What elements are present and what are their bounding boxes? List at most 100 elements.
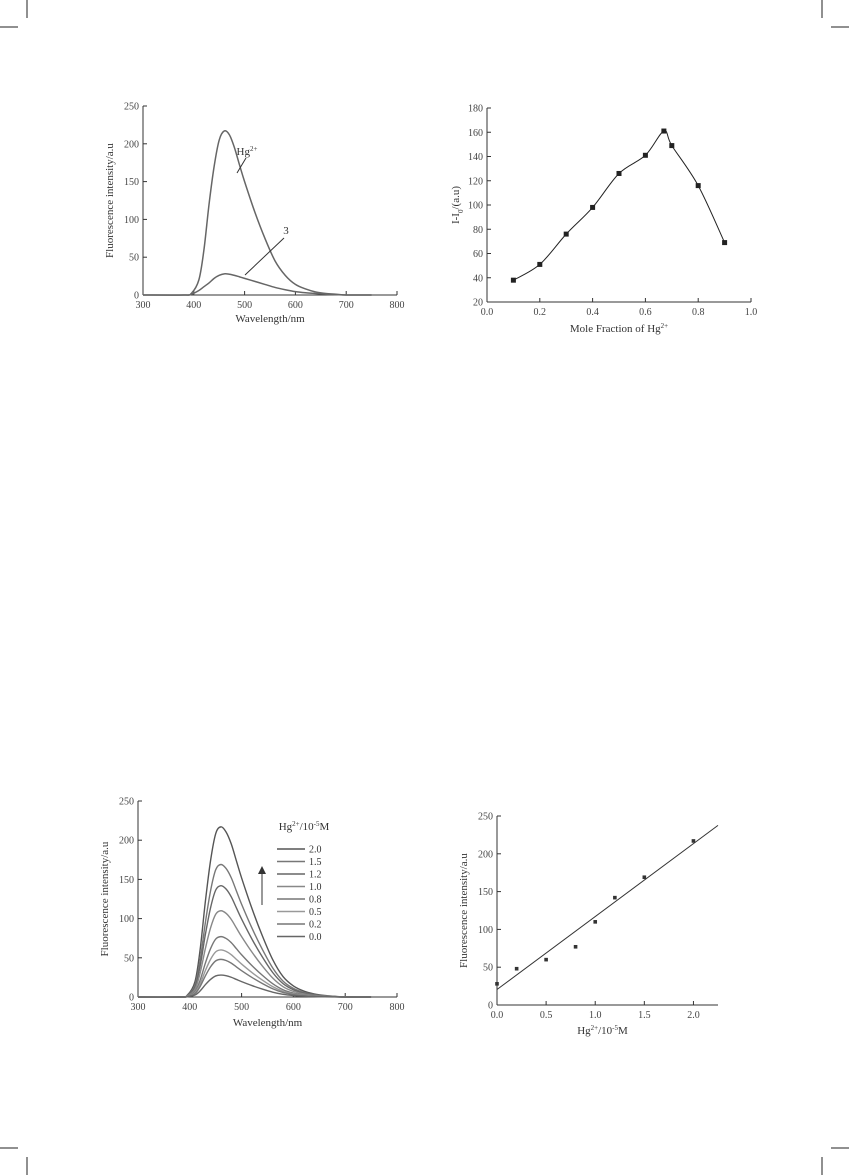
x-axis-label-part: Wavelength/nm <box>233 1017 303 1029</box>
data-point <box>495 982 499 986</box>
y-axis-label-part: Fluorescence intensity/a.u <box>458 853 470 968</box>
data-point <box>514 966 519 971</box>
x-tick-label: 800 <box>390 300 405 311</box>
annotation-label-part: Hg <box>237 146 251 158</box>
x-axis-label-part: /10 <box>598 1025 613 1037</box>
series-line <box>137 826 372 998</box>
x-axis-label: Hg2+/10-5M <box>577 1024 628 1037</box>
y-tick-label: 120 <box>468 176 483 187</box>
x-tick-label: 600 <box>286 1002 301 1013</box>
x-tick-label: 600 <box>288 300 303 311</box>
y-tick-label: 200 <box>478 849 493 860</box>
y-tick-label: 0 <box>134 291 139 302</box>
x-axis-label-part: 2+ <box>591 1024 599 1032</box>
annotation-label-part: 3 <box>283 225 289 237</box>
fit-curve <box>513 130 726 281</box>
y-axis-label: Fluorescence intensity/a.u <box>104 143 116 258</box>
x-axis-label-part: Wavelength/nm <box>235 313 305 325</box>
y-axis-label-part: I-I <box>450 213 462 224</box>
y-tick-label: 100 <box>124 215 139 226</box>
x-tick-label: 0.0 <box>491 1010 504 1021</box>
chart-titration-spectra: 300 400 500 600 700 800 0 50 100 150 200 250 Wavelen… <box>99 797 405 1030</box>
y-axis-label: Fluorescence intensity/a.u <box>99 841 111 956</box>
legend-title-part: M <box>320 821 330 833</box>
x-axis-label-part: 2+ <box>661 322 669 330</box>
data-point <box>695 183 701 189</box>
y-axis-label-part: Fluorescence intensity/a.u <box>99 841 111 956</box>
x-tick-label: 0.5 <box>540 1010 553 1021</box>
x-tick-label: 400 <box>182 1002 197 1013</box>
y-axis-label: Fluorescence intensity/a.u <box>458 853 470 968</box>
legend-label: 2.0 <box>309 845 322 856</box>
x-tick-label: 1.5 <box>638 1010 651 1021</box>
series-line <box>137 884 372 998</box>
y-tick-label: 50 <box>129 253 139 264</box>
annotation-arrow <box>236 157 247 174</box>
x-tick-label: 0.2 <box>534 307 547 318</box>
legend-label: 0.0 <box>309 932 322 943</box>
annotation-label: Hg2+ <box>237 145 258 158</box>
series-line <box>142 273 372 296</box>
y-tick-label: 100 <box>119 914 134 925</box>
series-line <box>137 863 372 998</box>
data-point <box>642 152 648 158</box>
y-axis-label: I-I0/(a.u) <box>450 186 465 224</box>
legend-title: Hg2+/10-5M <box>279 820 330 833</box>
legend-title-part: 2+ <box>292 820 300 828</box>
data-point <box>544 957 548 962</box>
x-tick-label: 1.0 <box>745 307 758 318</box>
y-tick-label: 50 <box>124 953 134 964</box>
y-tick-label: 40 <box>473 273 483 284</box>
y-tick-label: 0 <box>129 993 134 1004</box>
x-axis-label: Wavelength/nm <box>235 313 305 325</box>
x-tick-label: 700 <box>338 1002 353 1013</box>
trend-arrow-head <box>258 866 266 874</box>
x-axis-label-part: M <box>618 1025 628 1037</box>
y-tick-label: 250 <box>478 812 493 823</box>
x-tick-label: 400 <box>186 300 201 311</box>
data-point <box>691 839 696 843</box>
x-axis-label-part: Hg <box>577 1025 591 1037</box>
data-point <box>642 875 647 880</box>
data-point <box>661 128 667 134</box>
annotation-arrow <box>244 237 285 276</box>
chart-emission-spectra: 300 400 500 600 700 800 0 50 100 150 200 250 Wavelen… <box>104 102 405 326</box>
data-point <box>537 261 543 267</box>
series-line <box>137 935 372 998</box>
x-tick-label: 0.0 <box>481 307 494 318</box>
legend-label: 1.2 <box>309 870 322 881</box>
data-point <box>613 895 617 900</box>
x-tick-label: 0.8 <box>692 307 705 318</box>
legend-title-part: Hg <box>279 821 293 833</box>
y-tick-label: 100 <box>478 925 493 936</box>
y-tick-label: 250 <box>124 102 139 113</box>
y-axis-label-part: Fluorescence intensity/a.u <box>104 143 116 258</box>
series-line <box>142 129 372 296</box>
y-axis-label-part: /(a.u) <box>450 186 462 210</box>
y-tick-label: 150 <box>478 887 493 898</box>
x-tick-label: 500 <box>237 300 252 311</box>
x-axis-label: Wavelength/nm <box>233 1017 303 1029</box>
x-tick-label: 300 <box>131 1002 146 1013</box>
y-tick-label: 20 <box>473 298 483 309</box>
x-axis-label: Mole Fraction of Hg2+ <box>570 322 668 335</box>
data-point <box>593 920 598 924</box>
y-tick-label: 50 <box>483 963 493 974</box>
y-tick-label: 100 <box>468 201 483 212</box>
x-tick-label: 300 <box>136 300 151 311</box>
legend-label: 0.2 <box>309 920 322 931</box>
legend-title-part: -5 <box>314 820 320 828</box>
data-point <box>669 143 675 149</box>
annotation-label-part: 2+ <box>250 145 258 153</box>
x-tick-label: 0.4 <box>586 307 599 318</box>
fit-line <box>496 824 719 990</box>
legend-label: 1.0 <box>309 882 322 893</box>
x-tick-label: 0.6 <box>639 307 652 318</box>
x-tick-label: 1.0 <box>589 1010 602 1021</box>
legend-label: 0.8 <box>309 895 322 906</box>
data-point <box>722 240 728 246</box>
data-point <box>573 944 578 949</box>
series-line <box>137 974 372 998</box>
